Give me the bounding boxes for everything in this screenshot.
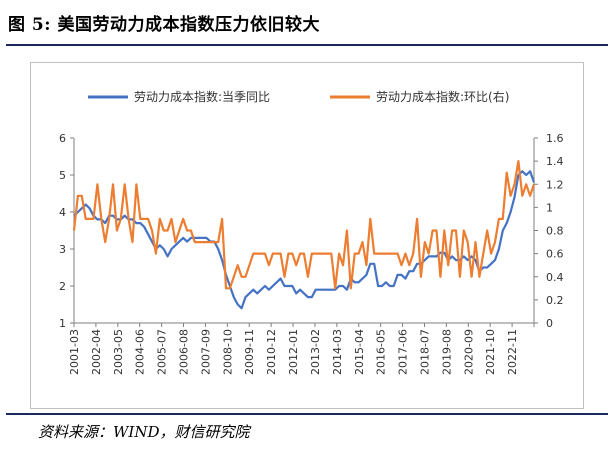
source-note: 资料来源：WIND，财信研究院 (38, 423, 250, 441)
right-y-tick-label: 0 (546, 317, 553, 330)
x-tick-label: 2018-07 (418, 329, 431, 375)
x-tick-label: 2006-08 (178, 329, 191, 375)
right-y-tick-label: 1.4 (546, 155, 564, 168)
x-tick-label: 2001-03 (68, 329, 81, 375)
x-tick-label: 2007-09 (199, 329, 212, 375)
left-y-tick-label: 3 (59, 243, 66, 256)
legend-label-1: 劳动力成本指数:当季同比 (134, 89, 270, 104)
legend-label-2: 劳动力成本指数:环比(右) (376, 89, 509, 104)
right-y-tick-label: 0.6 (546, 248, 564, 261)
right-y-tick-label: 1.6 (546, 132, 564, 145)
figure-title: 图 5: 美国劳动力成本指数压力依旧较大 (8, 15, 320, 35)
left-y-tick-label: 5 (59, 169, 66, 182)
x-tick-label: 2017-06 (397, 329, 410, 375)
x-tick-label: 2015-04 (353, 329, 366, 375)
x-tick-label: 2020-09 (462, 329, 475, 375)
x-tick-label: 2010-12 (265, 329, 278, 375)
source-rule (6, 413, 608, 415)
left-y-tick-label: 1 (59, 317, 66, 330)
title-rule (6, 44, 608, 46)
right-y-tick-label: 0.4 (546, 271, 564, 284)
series-line-2 (72, 160, 536, 290)
series-line-1 (73, 170, 536, 310)
x-tick-label: 2012-01 (287, 329, 300, 375)
right-y-tick-label: 1 (546, 201, 553, 214)
left-y-tick-label: 4 (59, 206, 66, 219)
right-y-tick-label: 0.2 (546, 294, 564, 307)
x-tick-label: 2019-08 (440, 329, 453, 375)
x-tick-label: 2008-10 (221, 329, 234, 375)
chart-frame (30, 62, 584, 409)
x-tick-label: 2014-03 (331, 329, 344, 375)
right-y-tick-label: 1.2 (546, 178, 564, 191)
x-tick-label: 2004-06 (134, 329, 147, 375)
x-tick-label: 2002-04 (90, 329, 103, 375)
x-tick-label: 2005-07 (156, 329, 169, 375)
x-tick-label: 2016-05 (375, 329, 388, 375)
left-y-tick-label: 6 (59, 132, 66, 145)
left-y-tick-label: 2 (59, 280, 66, 293)
right-y-tick-label: 0.8 (546, 225, 564, 238)
x-tick-label: 2022-11 (506, 329, 519, 375)
x-tick-label: 2013-02 (309, 329, 322, 375)
x-tick-label: 2009-11 (243, 329, 256, 375)
x-tick-label: 2021-10 (484, 329, 497, 375)
x-tick-label: 2003-05 (112, 329, 125, 375)
